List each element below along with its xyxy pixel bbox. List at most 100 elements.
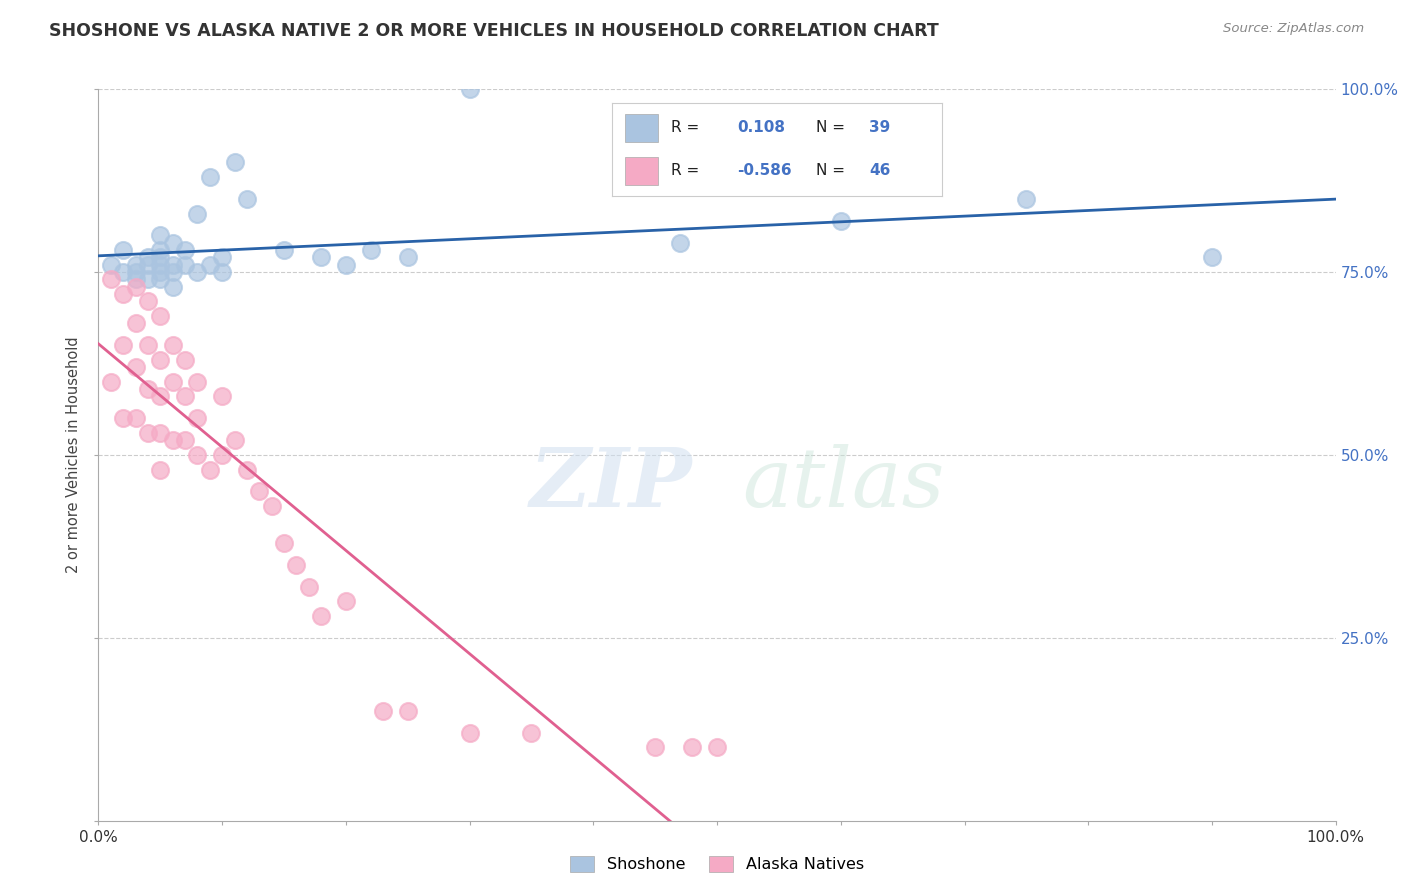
Point bbox=[224, 434, 246, 448]
Point bbox=[273, 535, 295, 549]
Point bbox=[124, 360, 146, 375]
Point bbox=[830, 214, 852, 228]
Point bbox=[174, 389, 197, 403]
Point bbox=[100, 258, 122, 272]
Point bbox=[112, 243, 135, 257]
Point bbox=[124, 411, 146, 425]
Text: 46: 46 bbox=[869, 163, 891, 178]
Point bbox=[149, 228, 172, 243]
Point bbox=[136, 425, 159, 440]
Point bbox=[124, 279, 146, 293]
Point bbox=[149, 243, 172, 257]
Point bbox=[149, 462, 172, 476]
Point bbox=[285, 558, 308, 572]
Point bbox=[149, 265, 172, 279]
Point bbox=[198, 169, 221, 184]
Point bbox=[309, 608, 332, 623]
Point bbox=[100, 272, 122, 286]
Point bbox=[149, 272, 172, 286]
Point bbox=[162, 338, 184, 352]
Point bbox=[112, 287, 135, 301]
Point bbox=[1015, 192, 1038, 206]
Point bbox=[112, 265, 135, 279]
Y-axis label: 2 or more Vehicles in Household: 2 or more Vehicles in Household bbox=[66, 336, 82, 574]
Point bbox=[458, 82, 481, 96]
Point bbox=[149, 425, 172, 440]
Text: -0.586: -0.586 bbox=[737, 163, 792, 178]
Point bbox=[211, 389, 233, 403]
Point bbox=[198, 258, 221, 272]
Point bbox=[360, 243, 382, 257]
Point bbox=[136, 258, 159, 272]
Text: Source: ZipAtlas.com: Source: ZipAtlas.com bbox=[1223, 22, 1364, 36]
Point bbox=[136, 294, 159, 309]
Point bbox=[211, 448, 233, 462]
Point bbox=[1201, 251, 1223, 265]
Point bbox=[224, 155, 246, 169]
Text: N =: N = bbox=[817, 120, 845, 136]
Point bbox=[162, 279, 184, 293]
Point bbox=[211, 265, 233, 279]
Point bbox=[174, 243, 197, 257]
Point bbox=[298, 580, 321, 594]
Point bbox=[198, 462, 221, 476]
Point bbox=[236, 462, 259, 476]
Point bbox=[236, 192, 259, 206]
Point bbox=[112, 411, 135, 425]
Point bbox=[124, 258, 146, 272]
Point bbox=[124, 265, 146, 279]
FancyBboxPatch shape bbox=[624, 114, 658, 142]
Point bbox=[186, 206, 208, 220]
Point bbox=[136, 272, 159, 286]
Point bbox=[162, 434, 184, 448]
Point bbox=[186, 265, 208, 279]
Point bbox=[124, 316, 146, 330]
Point bbox=[669, 235, 692, 250]
Point bbox=[309, 251, 332, 265]
Point bbox=[136, 382, 159, 396]
Point bbox=[112, 338, 135, 352]
Legend: Shoshone, Alaska Natives: Shoshone, Alaska Natives bbox=[564, 849, 870, 879]
Point bbox=[706, 740, 728, 755]
Point bbox=[136, 338, 159, 352]
FancyBboxPatch shape bbox=[624, 157, 658, 185]
Point bbox=[174, 434, 197, 448]
Text: R =: R = bbox=[671, 120, 699, 136]
Point bbox=[371, 704, 394, 718]
Point bbox=[247, 484, 270, 499]
Point bbox=[149, 389, 172, 403]
Point bbox=[458, 726, 481, 740]
Point bbox=[396, 704, 419, 718]
Point bbox=[124, 272, 146, 286]
Point bbox=[520, 726, 543, 740]
Text: atlas: atlas bbox=[742, 444, 945, 524]
Point bbox=[162, 265, 184, 279]
Point bbox=[186, 448, 208, 462]
Point bbox=[335, 594, 357, 608]
Point bbox=[681, 740, 703, 755]
Text: 39: 39 bbox=[869, 120, 890, 136]
Point bbox=[273, 243, 295, 257]
Point bbox=[162, 375, 184, 389]
Text: ZIP: ZIP bbox=[530, 444, 692, 524]
Text: R =: R = bbox=[671, 163, 699, 178]
Point bbox=[136, 251, 159, 265]
Point bbox=[211, 251, 233, 265]
Point bbox=[162, 235, 184, 250]
Point bbox=[260, 499, 283, 513]
Point bbox=[644, 740, 666, 755]
Text: SHOSHONE VS ALASKA NATIVE 2 OR MORE VEHICLES IN HOUSEHOLD CORRELATION CHART: SHOSHONE VS ALASKA NATIVE 2 OR MORE VEHI… bbox=[49, 22, 939, 40]
Text: N =: N = bbox=[817, 163, 845, 178]
Point bbox=[100, 375, 122, 389]
Point bbox=[396, 251, 419, 265]
Point bbox=[149, 258, 172, 272]
Point bbox=[174, 352, 197, 367]
Point bbox=[174, 258, 197, 272]
Point bbox=[186, 411, 208, 425]
Point bbox=[149, 251, 172, 265]
Point bbox=[149, 309, 172, 323]
Point bbox=[335, 258, 357, 272]
Point bbox=[186, 375, 208, 389]
Text: 0.108: 0.108 bbox=[737, 120, 785, 136]
Point bbox=[162, 258, 184, 272]
